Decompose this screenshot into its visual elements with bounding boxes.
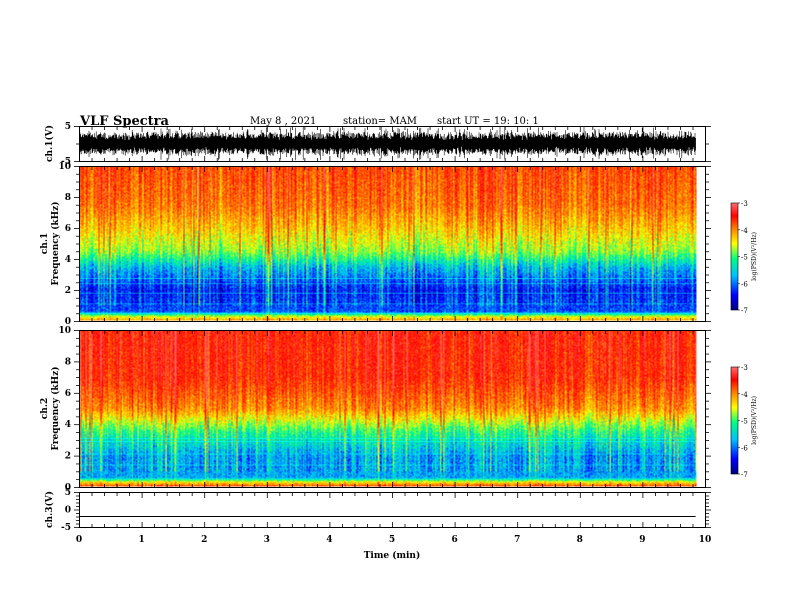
ch2-colorbar-label-text: log(PSD)(V²/Hz) [751, 396, 758, 445]
ch2-spec-y-tick-label: 2 [65, 452, 71, 462]
ch1-colorbar [730, 202, 739, 311]
ch2-colorbar-tick-label: -3 [741, 364, 748, 372]
ch1-colorbar-tick-label: -7 [741, 307, 748, 315]
date-label: May 8 , 2021 [250, 116, 317, 127]
ch2-spectrogram-ylabel-line: Frequency (kHz) [50, 366, 61, 450]
x-tick-label: 0 [76, 535, 82, 545]
station-label: station= MAM [343, 116, 418, 127]
ch1-wave-y-tick-label: -5 [61, 157, 71, 167]
ch1-colorbar-tick-label: -6 [741, 280, 748, 288]
ch1-waveform-ylabel: ch.1(V) [44, 125, 55, 162]
ch1-waveform-trace [79, 126, 696, 161]
x-tick-label: 10 [699, 535, 712, 545]
ch1-colorbar-label: log(PSD)(V²/Hz) [751, 232, 758, 281]
ch3-waveform-ylabel: ch.3(V) [44, 491, 55, 528]
panel-frame-s1 [79, 166, 706, 322]
ch2-spec-y-tick-label: 4 [65, 420, 71, 430]
ch3-waveform-ylabel-line: ch.3(V) [44, 491, 55, 528]
ch3-wave-y-tick-label: -5 [61, 523, 71, 533]
ch2-spec-y-tick-label: 6 [65, 389, 71, 399]
x-tick-label: 5 [389, 535, 395, 545]
ch2-colorbar [730, 366, 739, 475]
ch1-spectrogram-ylabel-line: ch.1 [40, 233, 50, 254]
x-tick-label: 7 [514, 535, 520, 545]
ch1-spec-y-tick-label: 10 [58, 162, 71, 172]
x-axis-label: Time (min) [364, 550, 421, 561]
ch1-wave-y-tick-label: 5 [65, 122, 71, 132]
ch1-colorbar-tick-label: -3 [741, 200, 748, 208]
ch1-spec-y-tick-label: 6 [65, 224, 71, 234]
ch3-wave-y-tick-label: 0 [65, 506, 71, 516]
ch1-spec-y-tick-label: 2 [65, 286, 71, 296]
ch1-spec-y-tick-label: 0 [65, 317, 71, 327]
ch1-spectrogram-ylabel-line: Frequency (kHz) [50, 201, 61, 285]
ch2-spectrogram-ylabel-line: ch.2 [40, 398, 50, 419]
ch1-waveform-ylabel-line: ch.1(V) [44, 125, 55, 162]
start-time-label: start UT = 19: 10: 1 [437, 116, 539, 127]
ch2-colorbar-label: log(PSD)(V²/Hz) [751, 396, 758, 445]
ch2-spectrogram-ylabel: ch.2 Frequency (kHz) [40, 366, 61, 450]
x-tick-label: 1 [138, 535, 144, 545]
panel-frame-s2 [79, 330, 706, 488]
ch3-wave-y-tick-label: 5 [65, 488, 71, 498]
ch1-spectrogram-ylabel: ch.1 Frequency (kHz) [40, 201, 61, 285]
ch1-spec-y-tick-label: 8 [65, 193, 71, 203]
ch2-spec-y-tick-label: 0 [65, 483, 71, 493]
x-tick-label: 9 [639, 535, 645, 545]
ch2-spectrogram-image [79, 330, 705, 487]
x-tick-label: 4 [326, 535, 332, 545]
x-tick-label: 2 [201, 535, 207, 545]
ch2-spec-y-tick-label: 10 [58, 326, 71, 336]
ch1-spectrogram-image [79, 166, 705, 321]
chart-title: VLF Spectra [80, 114, 169, 129]
ch2-spec-y-tick-label: 8 [65, 357, 71, 367]
ch2-colorbar-tick-label: -7 [741, 471, 748, 479]
ch1-colorbar-label-text: log(PSD)(V²/Hz) [751, 232, 758, 281]
ch2-colorbar-tick-label: -6 [741, 444, 748, 452]
x-tick-label: 6 [451, 535, 457, 545]
panel-frame-w1 [79, 126, 706, 162]
x-tick-label: 8 [577, 535, 583, 545]
ch1-spec-y-tick-label: 4 [65, 255, 71, 265]
x-tick-label: 3 [264, 535, 270, 545]
ch1-colorbar-tick-label: -4 [741, 227, 748, 235]
ch2-colorbar-tick-label: -4 [741, 391, 748, 399]
ch1-colorbar-tick-label: -5 [741, 254, 748, 262]
panel-frame-w3 [79, 492, 706, 528]
ch2-colorbar-tick-label: -5 [741, 418, 748, 426]
